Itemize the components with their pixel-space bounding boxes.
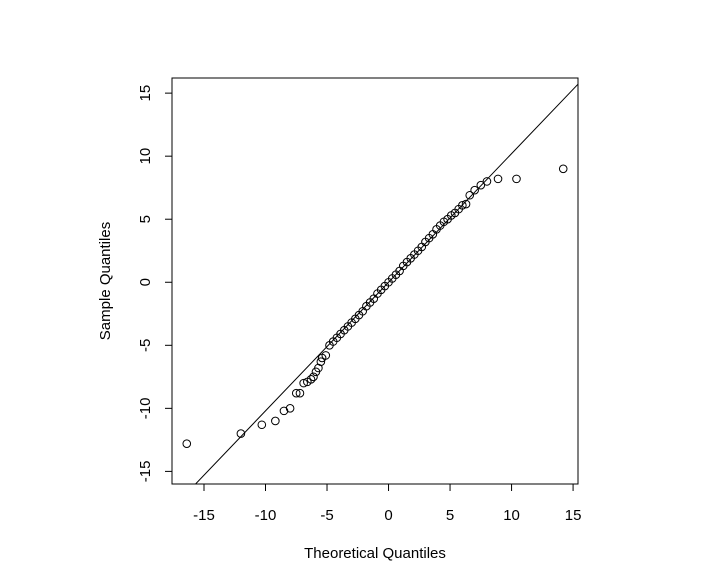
x-tick-label: -5 xyxy=(320,507,333,524)
point xyxy=(493,174,503,184)
y-tick-label: 0 xyxy=(137,278,154,286)
point xyxy=(285,404,295,413)
point xyxy=(271,416,280,426)
point xyxy=(476,180,486,190)
point xyxy=(321,351,331,360)
x-tick-label: 5 xyxy=(446,507,454,524)
plot-frame xyxy=(171,77,579,485)
y-tick-label: 15 xyxy=(137,85,154,102)
x-tick-label: 10 xyxy=(503,507,520,524)
point xyxy=(299,378,308,388)
point xyxy=(291,388,301,398)
y-axis-label: Sample Quantiles xyxy=(97,222,114,340)
point xyxy=(512,174,521,184)
point xyxy=(295,388,305,398)
point xyxy=(236,429,246,438)
point xyxy=(306,375,316,384)
point xyxy=(257,420,267,430)
x-tick-label: 0 xyxy=(384,507,392,524)
point xyxy=(458,201,467,210)
y-tick-label: 5 xyxy=(137,215,154,223)
point xyxy=(470,185,479,195)
point xyxy=(309,372,318,382)
y-tick-label: -5 xyxy=(137,339,154,352)
point xyxy=(558,164,568,174)
x-tick-label: 15 xyxy=(565,507,582,524)
y-tick-label: -15 xyxy=(137,461,154,483)
x-tick-label: -10 xyxy=(255,507,277,524)
x-tick-label: -15 xyxy=(193,507,215,524)
point xyxy=(465,190,475,200)
y-tick-label: 10 xyxy=(137,148,154,165)
point xyxy=(461,199,471,209)
y-tick-label: -10 xyxy=(137,398,154,420)
point xyxy=(482,177,492,186)
point xyxy=(316,357,326,366)
point xyxy=(279,406,289,416)
point xyxy=(182,439,192,448)
x-axis-label: Theoretical Quantiles xyxy=(304,545,446,562)
